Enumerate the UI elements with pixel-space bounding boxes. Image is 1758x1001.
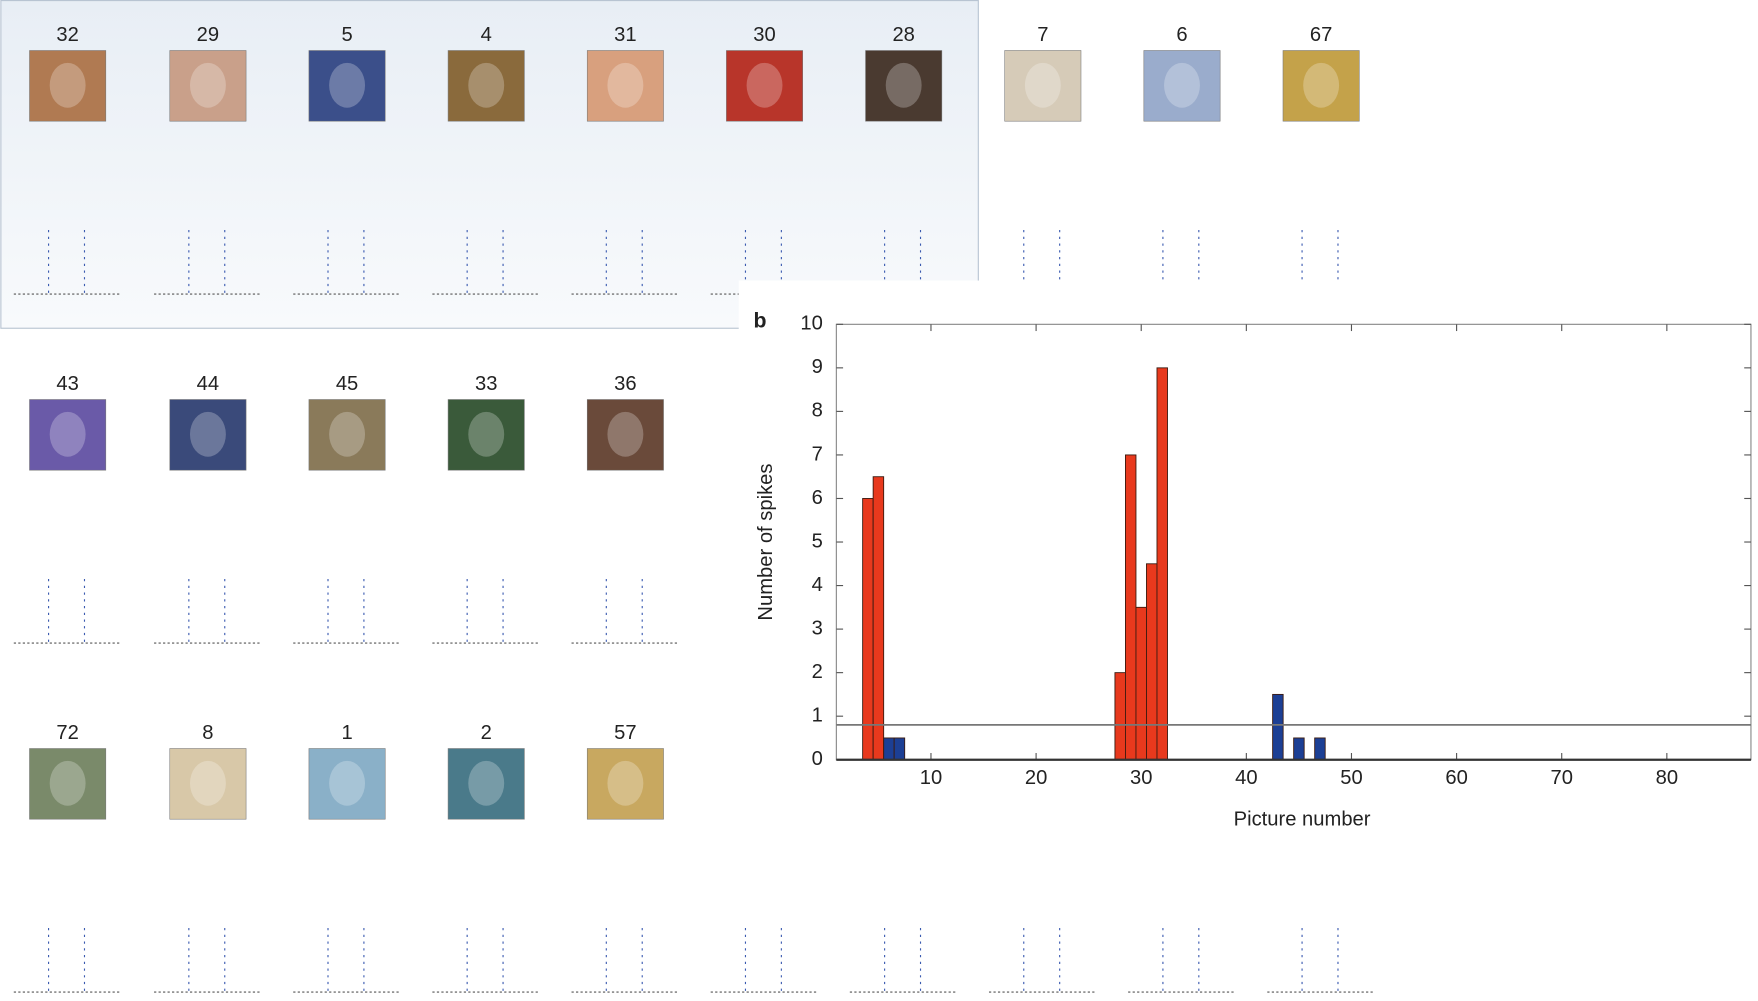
picture-number: 8 <box>202 722 213 744</box>
x-tick-label: 30 <box>1130 767 1152 789</box>
bar <box>1115 673 1126 760</box>
x-tick-label: 60 <box>1445 767 1467 789</box>
picture-number: 44 <box>197 373 219 395</box>
bar <box>1294 738 1305 760</box>
bar <box>1273 694 1284 759</box>
panel-label: b <box>754 309 767 333</box>
x-tick-label: 70 <box>1550 767 1572 789</box>
y-tick-label: 6 <box>812 487 823 509</box>
y-tick-label: 2 <box>812 661 823 683</box>
bar <box>873 477 884 760</box>
y-tick-label: 3 <box>812 617 823 639</box>
y-axis-label: Number of spikes <box>755 463 777 620</box>
y-tick-label: 4 <box>812 574 823 596</box>
y-tick-label: 9 <box>812 356 823 378</box>
stimulus-image-detail <box>190 63 226 108</box>
panel-b-background <box>739 281 1758 848</box>
picture-number: 29 <box>197 24 219 46</box>
x-tick-label: 10 <box>920 767 942 789</box>
y-tick-label: 0 <box>812 748 823 770</box>
x-tick-label: 20 <box>1025 767 1047 789</box>
stimulus-image-detail <box>1303 63 1339 108</box>
stimulus-image-detail <box>190 412 226 457</box>
stimulus-image-detail <box>468 412 504 457</box>
picture-number: 72 <box>56 722 78 744</box>
stimulus-image-detail <box>607 412 643 457</box>
y-tick-label: 10 <box>800 313 822 335</box>
picture-number: 30 <box>753 24 775 46</box>
stimulus-image-detail <box>329 412 365 457</box>
stimulus-image-detail <box>607 63 643 108</box>
stimulus-image-detail <box>329 63 365 108</box>
bar <box>1136 607 1147 759</box>
figure: 322954313028766743444533367281257 b Pict… <box>0 0 1758 1001</box>
bar <box>1125 455 1136 760</box>
bar <box>1315 738 1326 760</box>
x-tick-label: 50 <box>1340 767 1362 789</box>
picture-number: 6 <box>1176 24 1187 46</box>
picture-number: 67 <box>1310 24 1332 46</box>
stimulus-image-detail <box>1164 63 1200 108</box>
bar <box>1157 368 1168 760</box>
bar <box>884 738 895 760</box>
x-tick-label: 80 <box>1656 767 1678 789</box>
picture-number: 57 <box>614 722 636 744</box>
picture-number: 32 <box>56 24 78 46</box>
stimulus-image-detail <box>50 63 86 108</box>
picture-number: 43 <box>56 373 78 395</box>
stimulus-image-detail <box>468 761 504 806</box>
page: 322954313028766743444533367281257 b Pict… <box>0 0 1758 1001</box>
bar <box>863 498 874 759</box>
stimulus-image-detail <box>1025 63 1061 108</box>
picture-number: 4 <box>481 24 492 46</box>
picture-number: 45 <box>336 373 358 395</box>
stimulus-image-detail <box>50 412 86 457</box>
y-tick-label: 7 <box>812 443 823 465</box>
stimulus-image-detail <box>468 63 504 108</box>
bar <box>1146 564 1157 760</box>
picture-number: 36 <box>614 373 636 395</box>
stimulus-image-detail <box>886 63 922 108</box>
picture-number: 28 <box>892 24 914 46</box>
bar <box>894 738 905 760</box>
y-tick-label: 5 <box>812 530 823 552</box>
picture-number: 7 <box>1037 24 1048 46</box>
picture-number: 5 <box>341 24 352 46</box>
x-tick-label: 40 <box>1235 767 1257 789</box>
stimulus-image-detail <box>329 761 365 806</box>
stimulus-image-detail <box>607 761 643 806</box>
picture-number: 2 <box>481 722 492 744</box>
picture-number: 33 <box>475 373 497 395</box>
picture-number: 1 <box>341 722 352 744</box>
y-tick-label: 1 <box>812 705 823 727</box>
picture-number: 31 <box>614 24 636 46</box>
stimulus-image-detail <box>190 761 226 806</box>
panel-a-background <box>1 1 978 329</box>
y-tick-label: 8 <box>812 400 823 422</box>
x-axis-label: Picture number <box>1234 809 1371 831</box>
stimulus-image-detail <box>50 761 86 806</box>
stimulus-image-detail <box>747 63 783 108</box>
